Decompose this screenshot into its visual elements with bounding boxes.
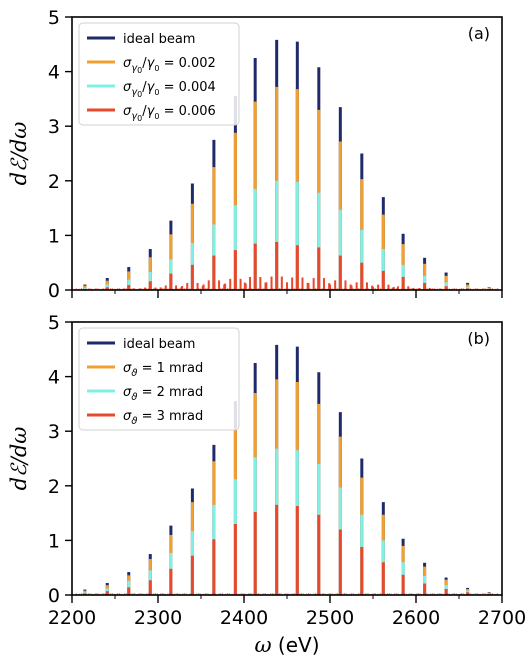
y-tick-label: 4 [48, 367, 60, 389]
panel-label: (b) [467, 329, 490, 348]
y-tick-label: 5 [48, 312, 60, 334]
series-3 [83, 504, 491, 595]
x-axis-title: ω (eV) [254, 633, 319, 657]
panel-label: (a) [468, 24, 490, 43]
y-axis-title: dℰ/dω [7, 427, 31, 491]
y-axis-title: dℰ/dω [7, 122, 31, 186]
x-tick-label: 2400 [220, 607, 268, 629]
y-tick-label: 2 [48, 171, 60, 193]
y-tick-label: 4 [48, 62, 60, 84]
series-3 [83, 241, 491, 290]
y-tick-label: 3 [48, 116, 60, 138]
legend-entry: σϑ = 1 mrad [123, 361, 203, 379]
x-tick-label: 2200 [48, 607, 96, 629]
legend-box [78, 22, 240, 126]
y-tick-label: 3 [48, 421, 60, 443]
panel-a: 0 1 2 3 4 5 dℰ/dω (a) ideal beam σγ0/γ0 = 0.002 σγ… [7, 7, 503, 302]
y-tick-label: 2 [48, 476, 60, 498]
y-tick-label: 1 [48, 530, 60, 552]
legend-entry: σγ0/γ0 = 0.004 [123, 80, 216, 99]
x-tick-label: 2600 [392, 607, 440, 629]
bars [75, 344, 499, 595]
legend-entry: σγ0/γ0 = 0.002 [123, 56, 216, 75]
y-tick-label: 1 [48, 225, 60, 247]
y-tick-label: 5 [48, 7, 60, 29]
x-tick-label: 2700 [478, 607, 525, 629]
panel-b: 0 1 2 3 4 5 2200 2300 2400 2500 2600 2700 dℰ/dω ω (eV… [7, 312, 525, 657]
legend-box [78, 327, 240, 431]
legend: ideal beam σϑ = 1 mrad σϑ = 2 mrad σϑ = 3 m… [78, 327, 240, 431]
legend-entry: ideal beam [123, 32, 195, 47]
legend-entry: ideal beam [123, 337, 195, 352]
x-tick-label: 2500 [306, 607, 354, 629]
x-tick-label: 2300 [134, 607, 182, 629]
legend-entry: σϑ = 2 mrad [123, 385, 203, 403]
series-2 [83, 448, 491, 595]
bars [73, 39, 501, 290]
series-2 [83, 180, 491, 290]
y-tick-label: 0 [48, 585, 60, 607]
y-tick-label: 0 [48, 280, 60, 302]
legend: ideal beam σγ0/γ0 = 0.002 σγ0/γ0 = 0.004 σγ… [78, 22, 240, 126]
legend-entry: σγ0/γ0 = 0.006 [123, 104, 216, 123]
legend-entry: σϑ = 3 mrad [123, 409, 203, 427]
red-side-spikes [73, 276, 501, 290]
